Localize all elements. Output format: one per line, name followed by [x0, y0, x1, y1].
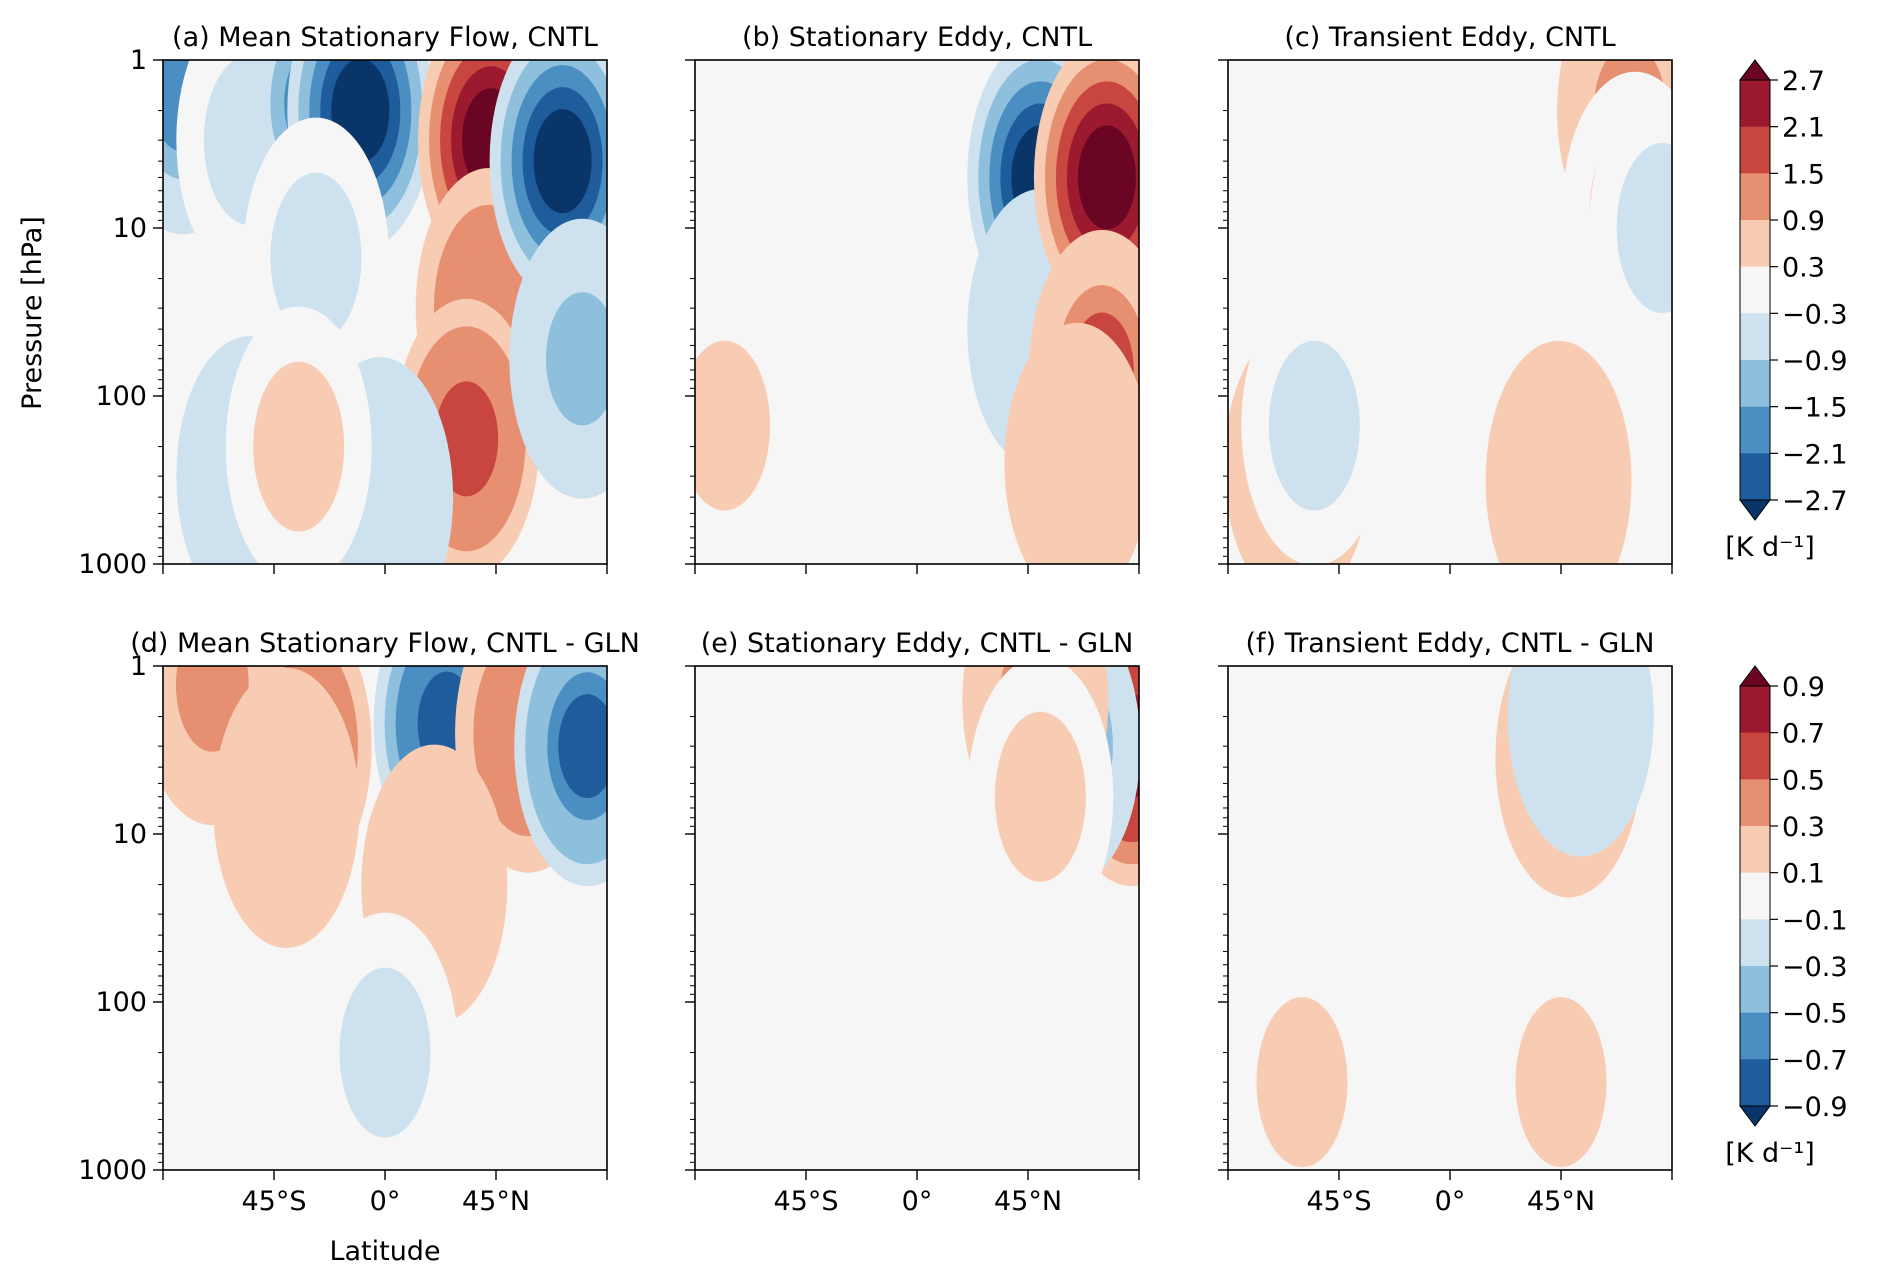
colorbar-bottom-segment [1740, 966, 1770, 1014]
colorbar-bottom-tick-label: 0.3 [1782, 812, 1825, 843]
colorbar-bottom-segment [1740, 872, 1770, 920]
colorbar-bottom-segment [1740, 779, 1770, 827]
colorbar-top-segment [1740, 266, 1770, 314]
colorbar-bottom-tick-label: 0.5 [1782, 765, 1825, 796]
colorbar-top-segment [1740, 453, 1770, 501]
colorbar-top-segment [1740, 360, 1770, 408]
colorbar-bottom-unit: [K d⁻¹] [1725, 1138, 1815, 1169]
panel-b-contour-2-4 [1077, 125, 1136, 230]
panel-d-ytick-label: 100 [95, 987, 147, 1018]
y-axis-label: Pressure [hPa] [17, 216, 48, 410]
colorbar-bottom-segment [1740, 1012, 1770, 1060]
colorbar-top-segment [1740, 126, 1770, 174]
colorbar-top-segment [1740, 173, 1770, 221]
colorbar-top-tick-label: 2.7 [1782, 66, 1825, 97]
colorbar-top-segment [1740, 313, 1770, 361]
colorbar-bottom-tick-label: −0.1 [1782, 905, 1848, 936]
panel-c-contour-5-1 [1268, 340, 1360, 511]
panel-d-xtick-label: 0° [370, 1186, 401, 1217]
colorbar-bottom-segment [1740, 826, 1770, 874]
panel-b-title: (b) Stationary Eddy, CNTL [742, 22, 1092, 53]
panel-e-title: (e) Stationary Eddy, CNTL - GLN [701, 628, 1134, 659]
panel-f-xtick-label: 0° [1435, 1186, 1466, 1217]
panel-d-contour-7-1 [339, 967, 431, 1138]
panel-d-xtick-label: 45°N [462, 1186, 530, 1217]
panel-f: (f) Transient Eddy, CNTL - GLN 45°S 0° 45°N [1218, 628, 1673, 1217]
panel-d-xtick-label: 45°S [242, 1186, 307, 1217]
panel-e-xtick-label: 0° [902, 1186, 933, 1217]
colorbar-top-tick-label: −2.1 [1782, 439, 1848, 470]
x-axis-label: Latitude [329, 1236, 440, 1267]
panel-c-title: (c) Transient Eddy, CNTL [1284, 22, 1615, 53]
panel-f-xtick-label: 45°N [1527, 1186, 1595, 1217]
colorbar-bottom-tick-label: 0.7 [1782, 719, 1825, 750]
colorbar-top-tick-label: −1.5 [1782, 393, 1848, 424]
panel-d-title: (d) Mean Stationary Flow, CNTL - GLN [130, 628, 640, 659]
panel-c-contour-4-1 [1616, 143, 1672, 313]
colorbar-bottom-tick-label: 0.1 [1782, 859, 1825, 890]
panel-a-title: (a) Mean Stationary Flow, CNTL [172, 22, 598, 53]
colorbar-top-unit: [K d⁻¹] [1725, 532, 1815, 563]
colorbar-bottom: 0.9 0.7 0.5 0.3 0.1 −0.1 −0.3 −0.5 −0.7 −0.9 [K d⁻… [1725, 665, 1848, 1169]
colorbar-bottom-tick-label: −0.3 [1782, 952, 1848, 983]
panel-f-contour-2-1 [1256, 997, 1348, 1168]
panel-a-contour-9-2 [546, 292, 607, 426]
colorbar-bottom-segment [1740, 919, 1770, 967]
colorbar-bottom-extend-bottom [1739, 1105, 1771, 1127]
panel-a-contour-12-1 [253, 361, 345, 532]
panel-a-ytick-label: 1 [130, 45, 147, 76]
colorbar-top-tick-label: 0.3 [1782, 253, 1825, 284]
colorbar-top-segment [1740, 406, 1770, 454]
colorbar-top-tick-label: 0.9 [1782, 206, 1825, 237]
colorbar-top: 2.7 2.1 1.5 0.9 0.3 −0.3 −0.9 −1.5 −2.1 −2.7 [K d⁻… [1725, 59, 1848, 563]
panel-d-contour-2-1 [240, 722, 332, 893]
colorbar-bottom-extend-top [1739, 665, 1771, 687]
colorbar-top-segment [1740, 80, 1770, 128]
panel-f-xtick-label: 45°S [1307, 1186, 1372, 1217]
panel-c-contour-3-1 [1513, 395, 1605, 564]
colorbar-bottom-segment [1740, 732, 1770, 780]
panel-d-contour-5-4 [558, 694, 607, 799]
panel-e: (e) Stationary Eddy, CNTL - GLN 45°S 0° 45°… [685, 628, 1140, 1217]
panel-a-contour-8-4 [533, 109, 592, 214]
panel-b-contour-5-1 [695, 340, 771, 511]
colorbar-bottom-segment [1740, 1059, 1770, 1107]
panel-d-ytick-label: 10 [113, 819, 147, 850]
panel-e-xtick-label: 45°N [994, 1186, 1062, 1217]
colorbar-top-tick-label: 2.1 [1782, 113, 1825, 144]
panel-a: (a) Mean Stationary Flow, CNTL 1 10 100 1000 [78, 22, 608, 580]
panel-b: (b) Stationary Eddy, CNTL [685, 22, 1140, 574]
panel-b-contour-4-1 [1031, 377, 1123, 548]
colorbar-bottom-tick-label: −0.9 [1782, 1092, 1848, 1123]
panel-f-contour-1-1 [1535, 666, 1627, 802]
colorbar-top-segment [1740, 220, 1770, 268]
panel-d-ytick-label: 1000 [78, 1155, 147, 1186]
colorbar-bottom-tick-label: −0.7 [1782, 1045, 1848, 1076]
colorbar-bottom-tick-label: −0.5 [1782, 999, 1848, 1030]
colorbar-top-tick-label: 1.5 [1782, 159, 1825, 190]
colorbar-bottom-frame [1739, 685, 1771, 1107]
colorbar-bottom-segment [1740, 686, 1770, 734]
colorbar-top-tick-label: −0.9 [1782, 346, 1848, 377]
colorbar-top-frame [1739, 79, 1771, 501]
panel-a-ytick-label: 100 [95, 381, 147, 412]
panel-a-ytick-label: 1000 [78, 549, 147, 580]
panel-c: (c) Transient Eddy, CNTL [1218, 22, 1673, 574]
panel-a-ytick-label: 10 [113, 213, 147, 244]
panel-a-contour-4-1 [270, 172, 362, 343]
colorbar-top-tick-label: −2.7 [1782, 486, 1848, 517]
colorbar-bottom-tick-label: 0.9 [1782, 672, 1825, 703]
colorbar-top-extend-top [1739, 59, 1771, 81]
colorbar-top-tick-label: −0.3 [1782, 299, 1848, 330]
panel-e-xtick-label: 45°S [774, 1186, 839, 1217]
panel-d-ytick-label: 1 [130, 651, 147, 682]
panel-f-contour-3-1 [1515, 997, 1607, 1168]
panel-f-title: (f) Transient Eddy, CNTL - GLN [1245, 628, 1654, 659]
colorbar-top-extend-bottom [1739, 499, 1771, 521]
panel-e-contour-3-1 [994, 711, 1086, 882]
